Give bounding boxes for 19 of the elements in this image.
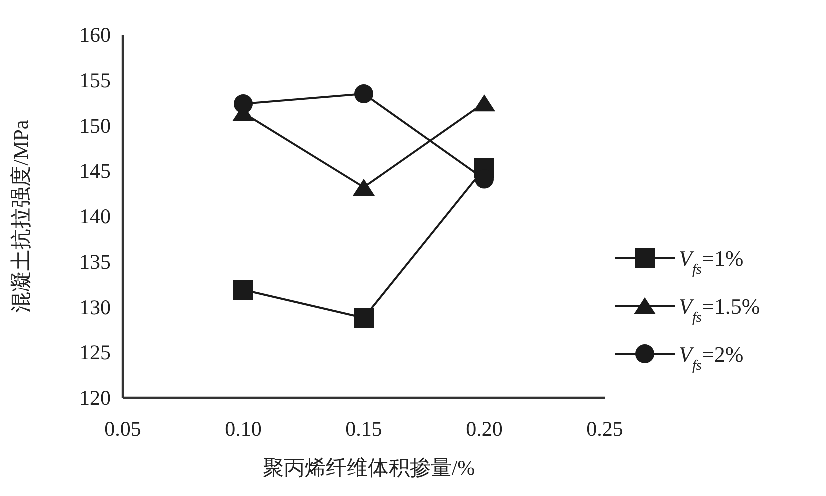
y-tick-label: 160 [80,23,111,47]
y-tick-label: 130 [80,295,111,320]
legend-label: V$_{fs}$=1% [679,246,744,278]
legend-label: V$_{fs}$=2% [679,342,744,374]
y-tick-label: 150 [80,114,111,138]
x-tick-label: 0.20 [466,417,503,441]
x-tick-label: 0.05 [104,417,142,441]
x-axis-title: 聚丙烯纤维体积掺量/% [262,456,476,480]
y-tick-label: 140 [80,204,111,228]
y-tick-label: 135 [80,250,111,274]
x-tick-label: 0.10 [225,417,262,441]
x-tick-label: 0.25 [586,417,624,441]
y-tick-label: 145 [80,159,111,184]
y-tick-label: 155 [80,68,111,92]
x-tick-label: 0.15 [346,417,382,441]
y-axis-title: 混凝土抗拉强度/MPa [9,120,33,313]
y-tick-label: 120 [80,386,111,410]
y-tick-label: 125 [80,340,111,365]
legend-label: V$_{fs}$=1.5% [679,294,760,326]
